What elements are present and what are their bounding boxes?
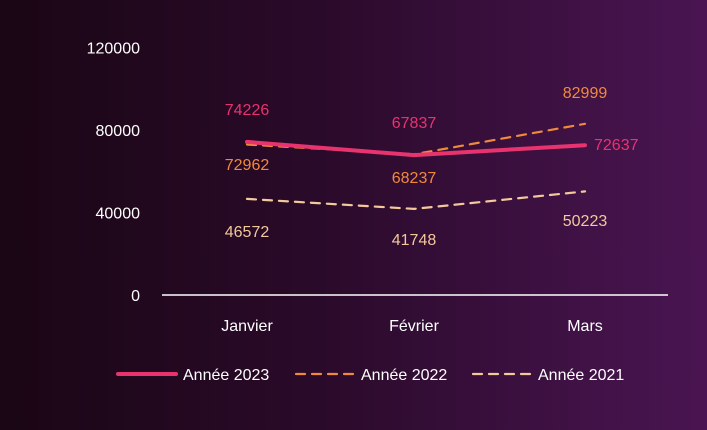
legend-label: Année 2023 (183, 367, 269, 384)
data-labels: 74226 67837 72637 72962 68237 82999 46572 41748… (225, 85, 639, 249)
data-label: 41748 (392, 232, 437, 249)
data-label: 74226 (225, 102, 270, 119)
series-lines (245, 122, 587, 210)
x-tick-label: Février (389, 318, 439, 335)
data-label: 67837 (392, 115, 437, 132)
legend-label: Année 2022 (361, 367, 447, 384)
data-label: 46572 (225, 224, 270, 241)
x-tick-label: Janvier (221, 318, 273, 335)
y-tick-label: 40000 (96, 206, 141, 223)
y-tick-label: 0 (131, 288, 140, 305)
y-tick-label: 80000 (96, 123, 141, 140)
x-axis-ticks: Janvier Février Mars (221, 318, 603, 335)
data-label: 68237 (392, 170, 437, 187)
legend: Année 2023 Année 2022 Année 2021 (116, 367, 624, 384)
series-line-2023 (245, 139, 587, 158)
legend-label: Année 2021 (538, 367, 624, 384)
data-label: 82999 (563, 85, 608, 102)
x-tick-label: Mars (567, 318, 603, 335)
data-label: 50223 (563, 213, 608, 230)
series-line-2021 (245, 190, 587, 210)
y-tick-label: 120000 (87, 41, 140, 58)
y-axis-ticks: 0 40000 80000 120000 (87, 41, 140, 306)
data-label: 72637 (594, 137, 639, 154)
data-label: 72962 (225, 157, 270, 174)
